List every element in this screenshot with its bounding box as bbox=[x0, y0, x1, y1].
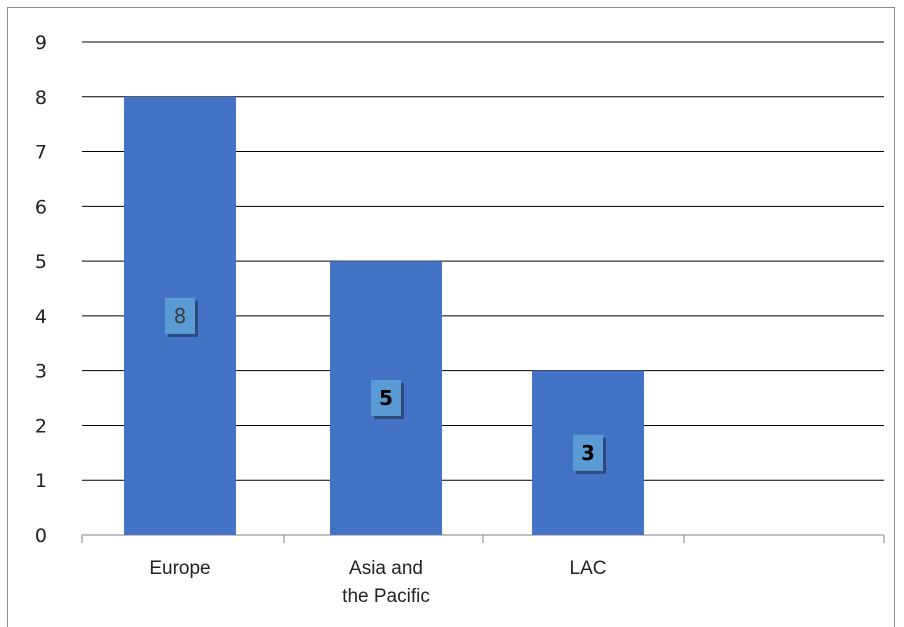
chart-frame bbox=[7, 7, 895, 627]
data-label: 5 bbox=[371, 380, 404, 420]
data-label: 3 bbox=[573, 434, 606, 474]
y-tick-label: 4 bbox=[35, 306, 47, 328]
y-tick-label: 8 bbox=[35, 87, 47, 109]
data-label-box bbox=[165, 297, 195, 334]
data-label: 8 bbox=[165, 297, 198, 337]
y-axis-tick-labels: 0 1 2 3 4 5 6 7 8 9 bbox=[35, 32, 47, 547]
y-tick-label: 7 bbox=[35, 142, 47, 164]
data-labels: 8 5 3 bbox=[165, 297, 606, 474]
y-tick-label: 5 bbox=[35, 251, 47, 273]
data-label-text: 5 bbox=[379, 386, 393, 410]
x-category-label: Europe bbox=[149, 558, 210, 579]
data-label-text: 8 bbox=[174, 304, 187, 328]
data-label-box bbox=[371, 380, 401, 417]
category-labels: Europe Asia and the Pacific LAC bbox=[149, 558, 606, 607]
x-category-label: LAC bbox=[570, 558, 607, 579]
x-axis bbox=[81, 534, 885, 543]
y-tick-label: 2 bbox=[35, 415, 47, 437]
y-tick-label: 9 bbox=[35, 32, 47, 54]
x-category-label: Asia and the Pacific bbox=[342, 558, 430, 607]
y-tick-label: 1 bbox=[35, 470, 47, 492]
data-label-text: 3 bbox=[581, 441, 595, 465]
data-label-box bbox=[573, 434, 603, 471]
y-tick-label: 3 bbox=[35, 361, 47, 383]
y-tick-label: 0 bbox=[35, 525, 47, 547]
y-tick-label: 6 bbox=[35, 196, 47, 218]
